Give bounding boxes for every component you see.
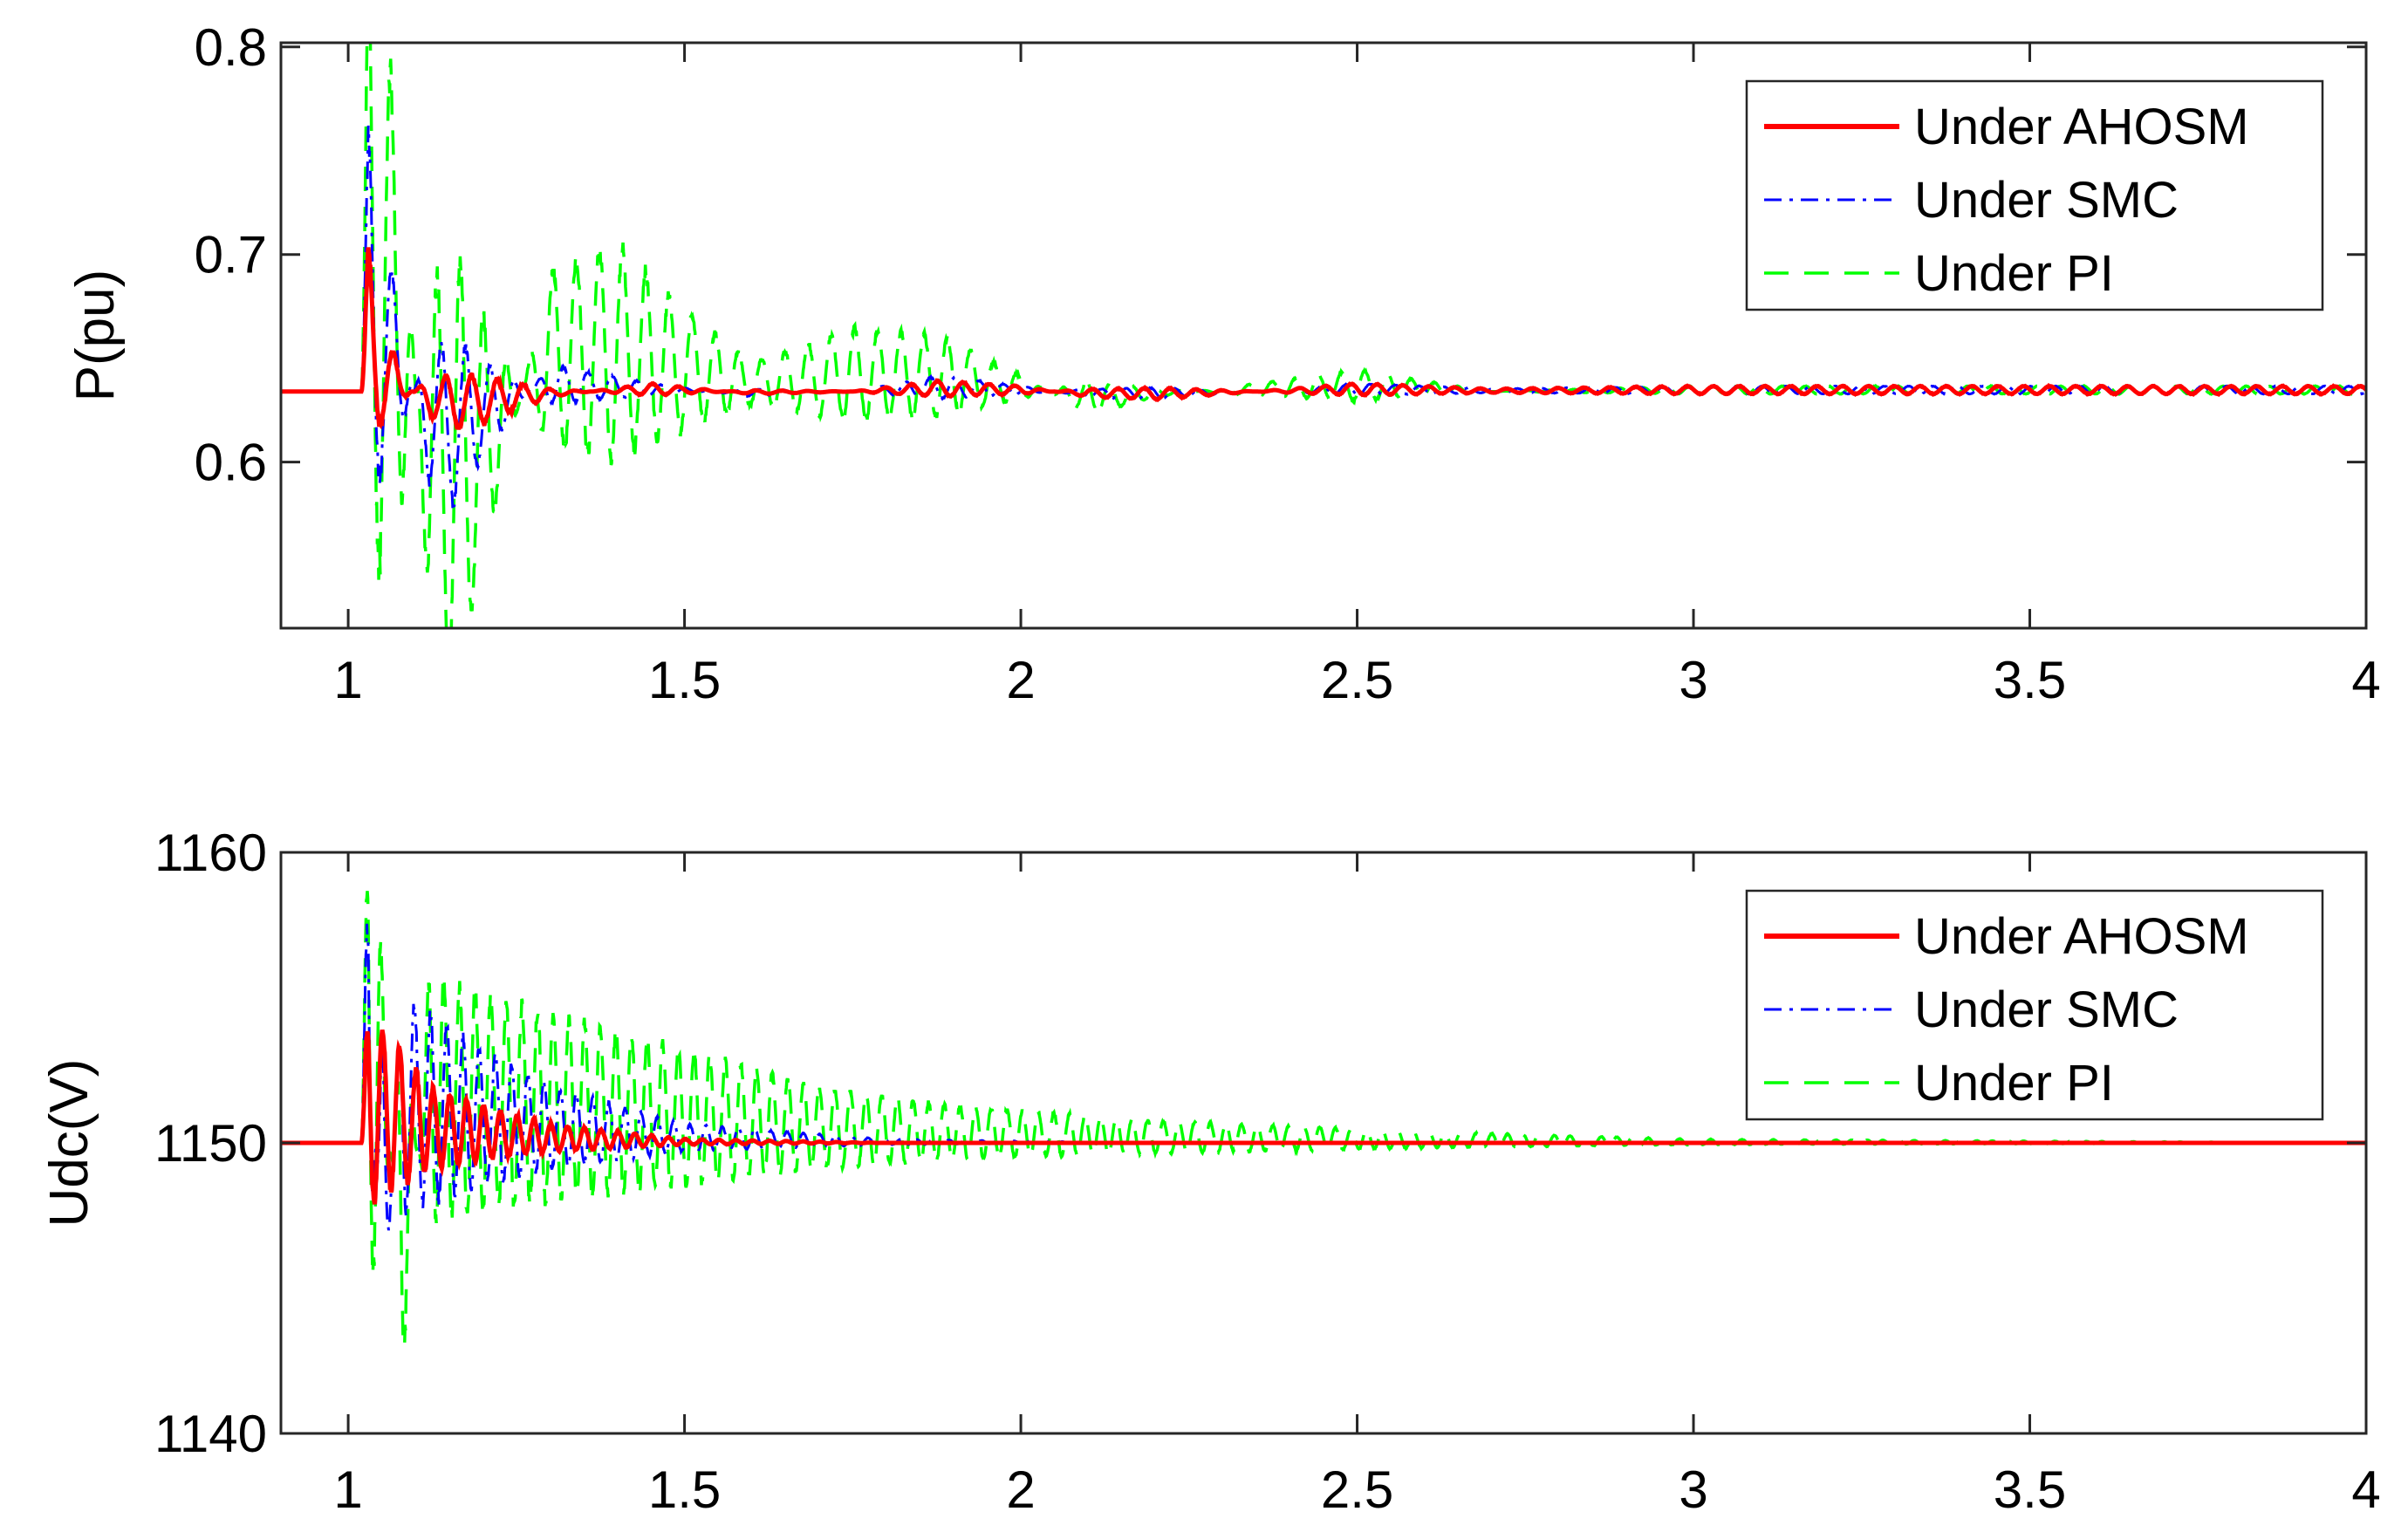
y-tick-label: 0.8 <box>195 18 267 77</box>
legend-entry: Under SMC <box>1914 981 2179 1038</box>
legend-entry: Under AHOSM <box>1914 908 2249 965</box>
legend-entry: Under SMC <box>1914 172 2179 229</box>
x-tick-label: 2.5 <box>1321 651 1393 709</box>
y-tick-label: 1140 <box>154 1405 267 1463</box>
legend: Under AHOSM Under SMC Under PI <box>1745 889 2324 1121</box>
x-tick-label: 1.5 <box>648 1460 721 1519</box>
x-tick-label: 3.5 <box>1994 651 2066 709</box>
x-tick-label: 3 <box>1679 651 1707 709</box>
x-tick-label: 2 <box>1006 651 1035 709</box>
x-tick-label: 1.5 <box>648 651 721 709</box>
legend-box <box>1745 79 2324 311</box>
x-tick-label: 1 <box>333 1460 362 1519</box>
series-line-under-ahosm <box>281 1029 2366 1205</box>
legend-entry: Under PI <box>1914 1055 2114 1111</box>
legend-entry: Under AHOSM <box>1914 99 2249 155</box>
x-tick-label: 2 <box>1006 1460 1035 1519</box>
x-tick-label: 3 <box>1679 1460 1707 1519</box>
legend: Under AHOSM Under SMC Under PI <box>1745 79 2324 311</box>
power-chart: 1 1.5 2 2.5 3 3.5 40.60.70.8P(pu)Under AHOSMUn… <box>65 18 2381 709</box>
y-tick-label: 0.7 <box>195 226 267 284</box>
series-line-under-ahosm <box>281 247 2366 431</box>
y-axis-title: P(pu) <box>65 270 126 402</box>
axes-box <box>279 41 2368 630</box>
dc-voltage-chart: 1 1.5 2 2.5 3 3.5 4 1140 1150 1160 Udc(V) Under AHO… <box>39 824 2381 1519</box>
legend-box <box>1745 889 2324 1121</box>
y-tick-label: 1160 <box>154 824 267 882</box>
x-tick-label: 1 <box>333 651 362 709</box>
x-tick-label: 4 <box>2351 1460 2380 1519</box>
x-tick-label: 4 <box>2351 651 2380 709</box>
x-tick-label: 3.5 <box>1994 1460 2066 1519</box>
legend-entry: Under PI <box>1914 245 2114 302</box>
y-tick-label: 0.6 <box>195 434 267 492</box>
x-tick-label: 2.5 <box>1321 1460 1393 1519</box>
y-tick-label: 1150 <box>154 1114 267 1173</box>
y-axis-title: Udc(V) <box>39 1059 99 1228</box>
